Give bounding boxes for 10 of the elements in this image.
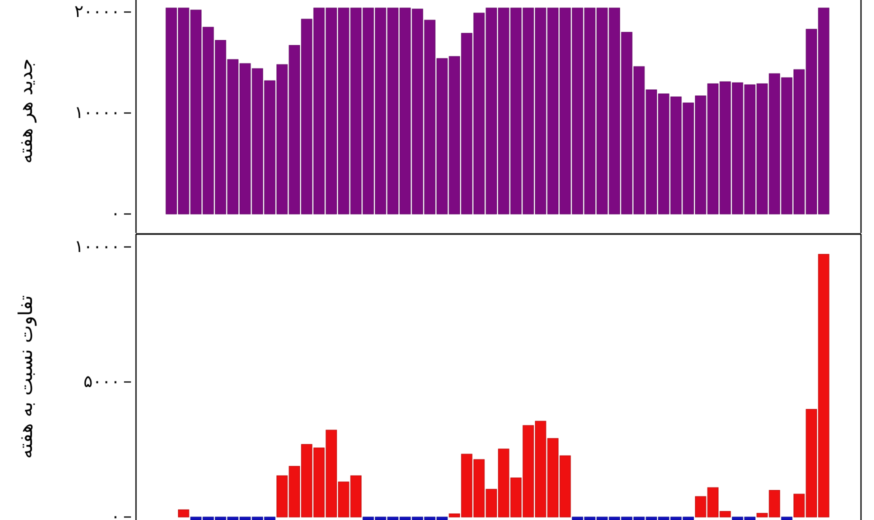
y-tick-label: ۱۰۰۰۰ [74, 103, 120, 124]
y-tick-label: ۵۰۰۰ [83, 372, 120, 392]
bar [781, 516, 792, 520]
y-tick-label: ۱۰۰۰۰ [74, 236, 120, 257]
y-tick-label: ۰ [110, 204, 120, 224]
y-axis-title: جدید هر هفته [15, 58, 37, 164]
y-axis-title: تفاوت نسبت به هفته [15, 295, 37, 459]
y-tick-label: ۰ [110, 507, 120, 520]
bar [178, 509, 190, 518]
y-tick-label: ۲۰۰۰۰ [74, 2, 120, 22]
